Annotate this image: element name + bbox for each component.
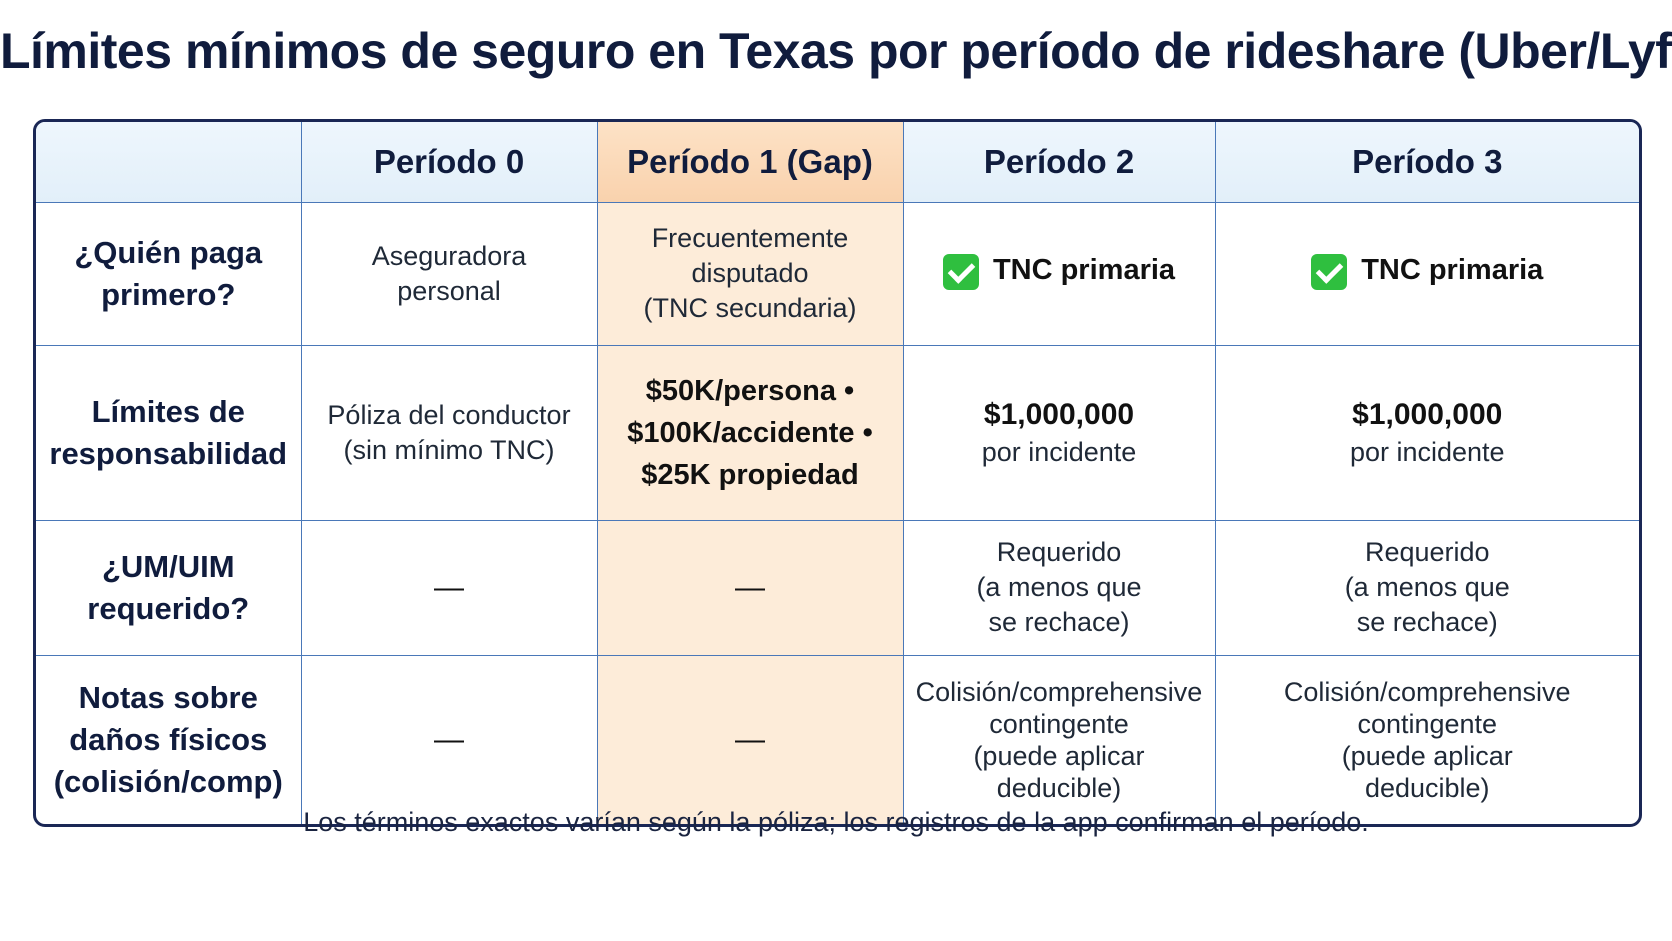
row-physical-damage: Notas sobre daños físicos (colisión/comp… <box>36 654 1639 824</box>
insurance-grid: Período 0 Período 1 (Gap) Período 2 Perí… <box>36 122 1639 824</box>
row-label-line: Notas sobre <box>78 679 258 715</box>
cell-physical-damage-p0: — <box>300 654 598 824</box>
row-label-line: daños físicos <box>69 721 268 757</box>
liability-sub: por incidente <box>1349 437 1505 468</box>
liability-amount: $1,000,000 <box>983 398 1135 432</box>
cell-liability-p2: $1,000,000 por incidente <box>902 345 1216 522</box>
dash-placeholder: — <box>434 722 464 756</box>
cell-line: Frecuentemente <box>651 223 849 254</box>
row-label-line: ¿Quién paga <box>74 234 263 270</box>
row-label-who-pays: ¿Quién paga primero? <box>36 201 302 347</box>
cell-line: $50K/persona • <box>645 375 855 408</box>
cell-um-uim-p3: Requerido (a menos que se rechace) <box>1214 520 1639 656</box>
cell-line: disputado <box>691 258 809 289</box>
cell-line: (a menos que <box>1344 572 1510 603</box>
header-row: Período 0 Período 1 (Gap) Período 2 Perí… <box>36 122 1639 203</box>
cell-line: personal <box>397 275 501 306</box>
cell-line: Póliza del conductor <box>327 400 571 431</box>
cell-line: Aseguradora <box>371 240 527 271</box>
row-label-liability: Límites de responsabilidad <box>36 345 302 522</box>
cell-who-pays-p1: Frecuentemente disputado (TNC secundaria… <box>596 201 904 347</box>
cell-line: $25K propiedad <box>641 459 859 492</box>
liability-amount: $1,000,000 <box>1352 398 1503 432</box>
cell-line: Colisión/comprehensive <box>1283 676 1571 707</box>
cell-line: se rechace) <box>1356 607 1498 638</box>
row-label-line: ¿UM/UIM <box>101 548 235 584</box>
cell-line: deducible) <box>996 772 1122 803</box>
cell-line: $100K/accidente • <box>627 417 873 450</box>
header-period-0: Período 0 <box>300 122 598 203</box>
cell-who-pays-p3: TNC primaria <box>1214 201 1639 347</box>
row-label-um-uim: ¿UM/UIM requerido? <box>36 520 302 656</box>
header-period-3: Período 3 <box>1214 122 1639 203</box>
cell-line: (puede aplicar <box>973 740 1145 771</box>
cell-um-uim-p0: — <box>300 520 598 656</box>
cell-line: contingente <box>989 708 1129 739</box>
cell-line: (TNC secundaria) <box>643 293 857 324</box>
row-label-line: requerido? <box>87 590 250 626</box>
row-label-line: (colisión/comp) <box>53 763 283 799</box>
liability-sub: por incidente <box>981 437 1137 468</box>
cell-um-uim-p2: Requerido (a menos que se rechace) <box>902 520 1216 656</box>
insurance-table: Período 0 Período 1 (Gap) Período 2 Perí… <box>33 119 1642 827</box>
cell-um-uim-p1: — <box>596 520 904 656</box>
tnc-primary-label: TNC primaria <box>1361 254 1544 287</box>
cell-line: se rechace) <box>988 607 1130 638</box>
dash-placeholder: — <box>735 722 765 756</box>
cell-physical-damage-p2: Colisión/comprehensive contingente (pued… <box>902 654 1216 824</box>
header-corner <box>36 122 302 203</box>
header-period-1-gap: Período 1 (Gap) <box>596 122 904 203</box>
cell-line: Colisión/comprehensive <box>915 676 1203 707</box>
cell-liability-p0: Póliza del conductor (sin mínimo TNC) <box>300 345 598 522</box>
row-label-physical-damage: Notas sobre daños físicos (colisión/comp… <box>36 654 302 824</box>
tnc-primary-label: TNC primaria <box>992 254 1176 287</box>
footer-note: Los términos exactos varían según la pól… <box>303 807 1369 837</box>
row-label-line: Límites de <box>91 394 245 430</box>
row-label-line: responsabilidad <box>49 436 288 472</box>
cell-line: Requerido <box>1364 537 1490 568</box>
header-period-2: Período 2 <box>902 122 1216 203</box>
row-um-uim: ¿UM/UIM requerido? — — Requerido (a meno… <box>36 520 1639 656</box>
cell-line: (sin mínimo TNC) <box>343 435 555 466</box>
row-liability-limits: Límites de responsabilidad Póliza del co… <box>36 345 1639 522</box>
row-who-pays: ¿Quién paga primero? Aseguradora persona… <box>36 201 1639 347</box>
cell-line: (puede aplicar <box>1341 740 1513 771</box>
cell-line: Requerido <box>996 537 1122 568</box>
cell-line: contingente <box>1357 708 1498 739</box>
cell-liability-p1: $50K/persona • $100K/accidente • $25K pr… <box>596 345 904 522</box>
cell-line: (a menos que <box>976 572 1142 603</box>
row-label-line: primero? <box>101 276 236 312</box>
check-mark-icon <box>942 254 979 291</box>
cell-who-pays-p2: TNC primaria <box>902 201 1216 347</box>
check-mark-icon <box>1311 254 1348 291</box>
cell-liability-p3: $1,000,000 por incidente <box>1214 345 1639 522</box>
dash-placeholder: — <box>735 570 765 604</box>
cell-who-pays-p0: Aseguradora personal <box>300 201 598 347</box>
cell-physical-damage-p1: — <box>596 654 904 824</box>
page-title: Límites mínimos de seguro en Texas por p… <box>0 23 1672 79</box>
dash-placeholder: — <box>434 570 464 604</box>
cell-physical-damage-p3: Colisión/comprehensive contingente (pued… <box>1214 654 1639 824</box>
cell-line: deducible) <box>1364 772 1490 803</box>
